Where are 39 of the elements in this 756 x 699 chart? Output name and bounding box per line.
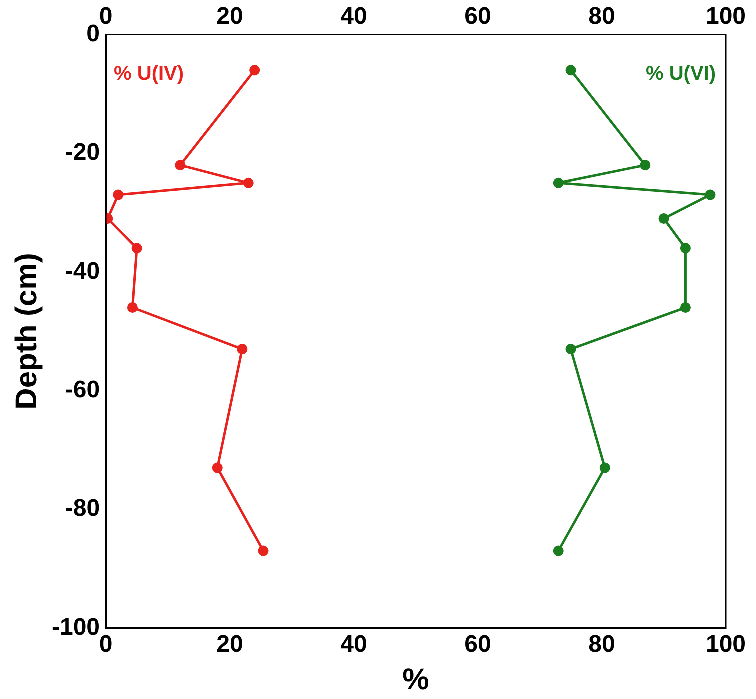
point: [127, 302, 138, 314]
point: [705, 190, 716, 200]
x2-tick-label: 60: [464, 3, 492, 30]
x-tick-label: 100: [706, 631, 746, 658]
point: [250, 65, 260, 76]
x-axis-title: %: [402, 663, 430, 696]
y-tick-label: -40: [65, 258, 100, 285]
point: [553, 178, 564, 188]
x-tick-label: 20: [216, 631, 244, 658]
y-tick-label: -60: [65, 376, 100, 404]
y-tick-label: 0: [86, 20, 100, 48]
x-tick-label: 80: [588, 631, 616, 658]
point: [680, 243, 691, 254]
text: % U(VI): [646, 62, 716, 85]
point: [680, 302, 691, 314]
point: [553, 546, 564, 556]
x2-tick-label: 20: [216, 3, 244, 30]
x2-tick-label: 80: [588, 3, 616, 30]
x-tick-label: 40: [340, 631, 368, 658]
x-tick-label: 60: [464, 631, 492, 658]
point: [640, 160, 651, 171]
point: [212, 462, 223, 474]
y-tick-label: -100: [52, 614, 100, 641]
point: [237, 344, 248, 355]
x2-tick-label: 100: [706, 3, 746, 30]
point: [566, 65, 576, 76]
text: % U(IV): [114, 62, 184, 85]
point: [600, 462, 610, 474]
y-axis-title: Depth (cm): [10, 253, 44, 410]
point: [175, 160, 186, 171]
point: [566, 344, 576, 355]
point: [258, 546, 269, 556]
y-tick-label: -20: [65, 139, 100, 166]
point: [243, 178, 254, 188]
x2-tick-label: 40: [340, 3, 368, 30]
point: [658, 214, 670, 224]
point: [132, 243, 142, 254]
point: [113, 190, 124, 200]
y-tick-label: -80: [65, 495, 100, 522]
